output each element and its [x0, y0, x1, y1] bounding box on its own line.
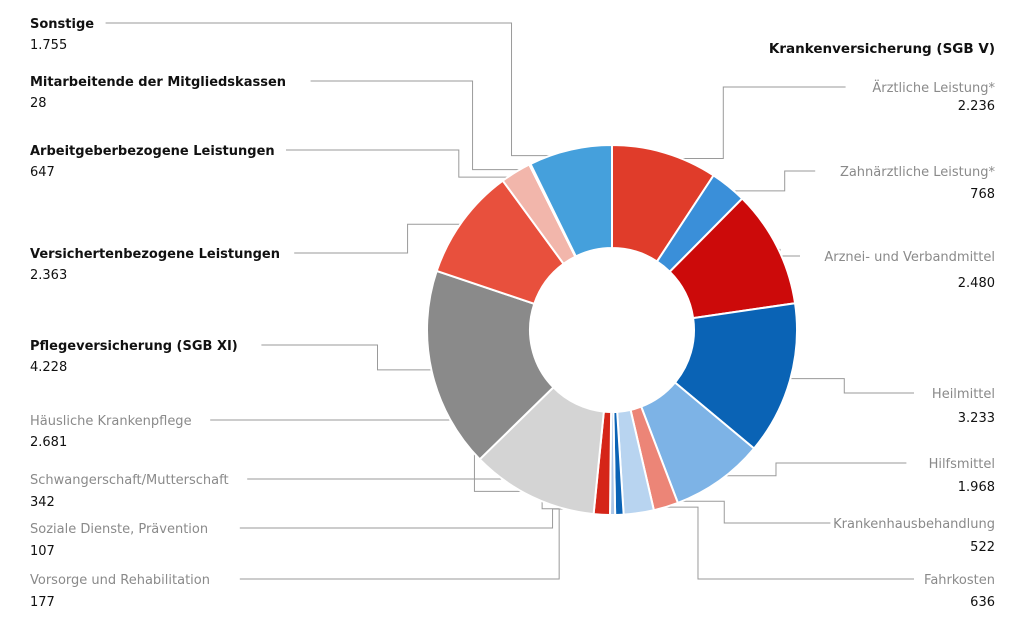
label-arznei-und-verbandmittel: Arznei- und Verbandmittel	[824, 250, 995, 265]
label-fahrkosten: Fahrkosten	[924, 573, 995, 588]
leader-haeusliche-krankenpflege	[210, 419, 535, 492]
label-krankenhausbehandlung: Krankenhausbehandlung	[833, 517, 995, 532]
value-aerztliche-leistung: 2.236	[958, 99, 995, 114]
label-sonstige: Sonstige	[30, 17, 94, 32]
label-vorsorge-und-rehabilitation: Vorsorge und Rehabilitation	[30, 573, 210, 588]
leader-sonstige	[105, 22, 572, 157]
label-pflegeversicherung-sgb-xi: Pflegeversicherung (SGB XI)	[30, 339, 238, 354]
value-sonstige: 1.755	[30, 38, 67, 53]
label-hilfsmittel: Hilfsmittel	[929, 457, 995, 472]
label-soziale-dienste-praevention: Soziale Dienste, Prävention	[30, 522, 208, 537]
value-soziale-dienste-praevention: 107	[30, 544, 55, 559]
value-haeusliche-krankenpflege: 2.681	[30, 435, 67, 450]
value-heilmittel: 3.233	[958, 411, 995, 426]
leader-hilfsmittel	[715, 462, 907, 477]
leader-pflegeversicherung-sgb-xi	[261, 344, 438, 371]
value-versichertenbezogene-leistungen: 2.363	[30, 268, 67, 283]
leader-mitarbeitende-der-mitgliedskassen	[310, 80, 533, 171]
value-hilfsmittel: 1.968	[958, 480, 995, 495]
leader-versichertenbezogene-leistungen	[294, 223, 468, 254]
leader-aerztliche-leistung	[663, 86, 846, 160]
label-mitarbeitende-der-mitgliedskassen: Mitarbeitende der Mitgliedskassen	[30, 75, 286, 90]
slice-sonstige	[529, 143, 613, 258]
segment-labels: Ärztliche Leistung* 2.236 Zahnärztliche Le…	[30, 17, 995, 610]
chart-title: Krankenversicherung (SGB V)	[769, 41, 995, 57]
value-schwangerschaft-mutterschaft: 342	[30, 495, 55, 510]
value-arznei-und-verbandmittel: 2.480	[958, 276, 995, 291]
leader-zahnaerztliche-leistung	[724, 170, 816, 192]
label-zahnaerztliche-leistung: Zahnärztliche Leistung*	[840, 165, 996, 180]
leader-lines	[105, 22, 914, 580]
label-heilmittel: Heilmittel	[932, 387, 995, 402]
donut-slices	[426, 143, 798, 516]
value-pflegeversicherung-sgb-xi: 4.228	[30, 360, 67, 375]
leader-vorsorge-und-rehabilitation	[239, 508, 620, 580]
value-mitarbeitende-der-mitgliedskassen: 28	[30, 96, 47, 111]
label-versichertenbezogene-leistungen: Versichertenbezogene Leistungen	[30, 247, 280, 262]
label-arbeitgeberbezogene-leistungen: Arbeitgeberbezogene Leistungen	[30, 144, 275, 159]
value-arbeitgeberbezogene-leistungen: 647	[30, 165, 55, 180]
leader-arbeitgeberbezogene-leistungen	[286, 149, 519, 178]
value-krankenhausbehandlung: 522	[970, 540, 995, 555]
value-vorsorge-und-rehabilitation: 177	[30, 595, 55, 610]
label-schwangerschaft-mutterschaft: Schwangerschaft/Mutterschaft	[30, 473, 229, 488]
value-fahrkosten: 636	[970, 595, 995, 610]
leader-heilmittel	[784, 378, 914, 394]
label-haeusliche-krankenpflege: Häusliche Krankenpflege	[30, 414, 192, 429]
slice-pflegeversicherung-sgb-xi	[426, 269, 555, 461]
leader-krankenhausbehandlung	[664, 500, 831, 524]
label-aerztliche-leistung: Ärztliche Leistung*	[872, 80, 995, 96]
leader-soziale-dienste-praevention	[239, 508, 613, 529]
value-zahnaerztliche-leistung: 768	[970, 187, 995, 202]
